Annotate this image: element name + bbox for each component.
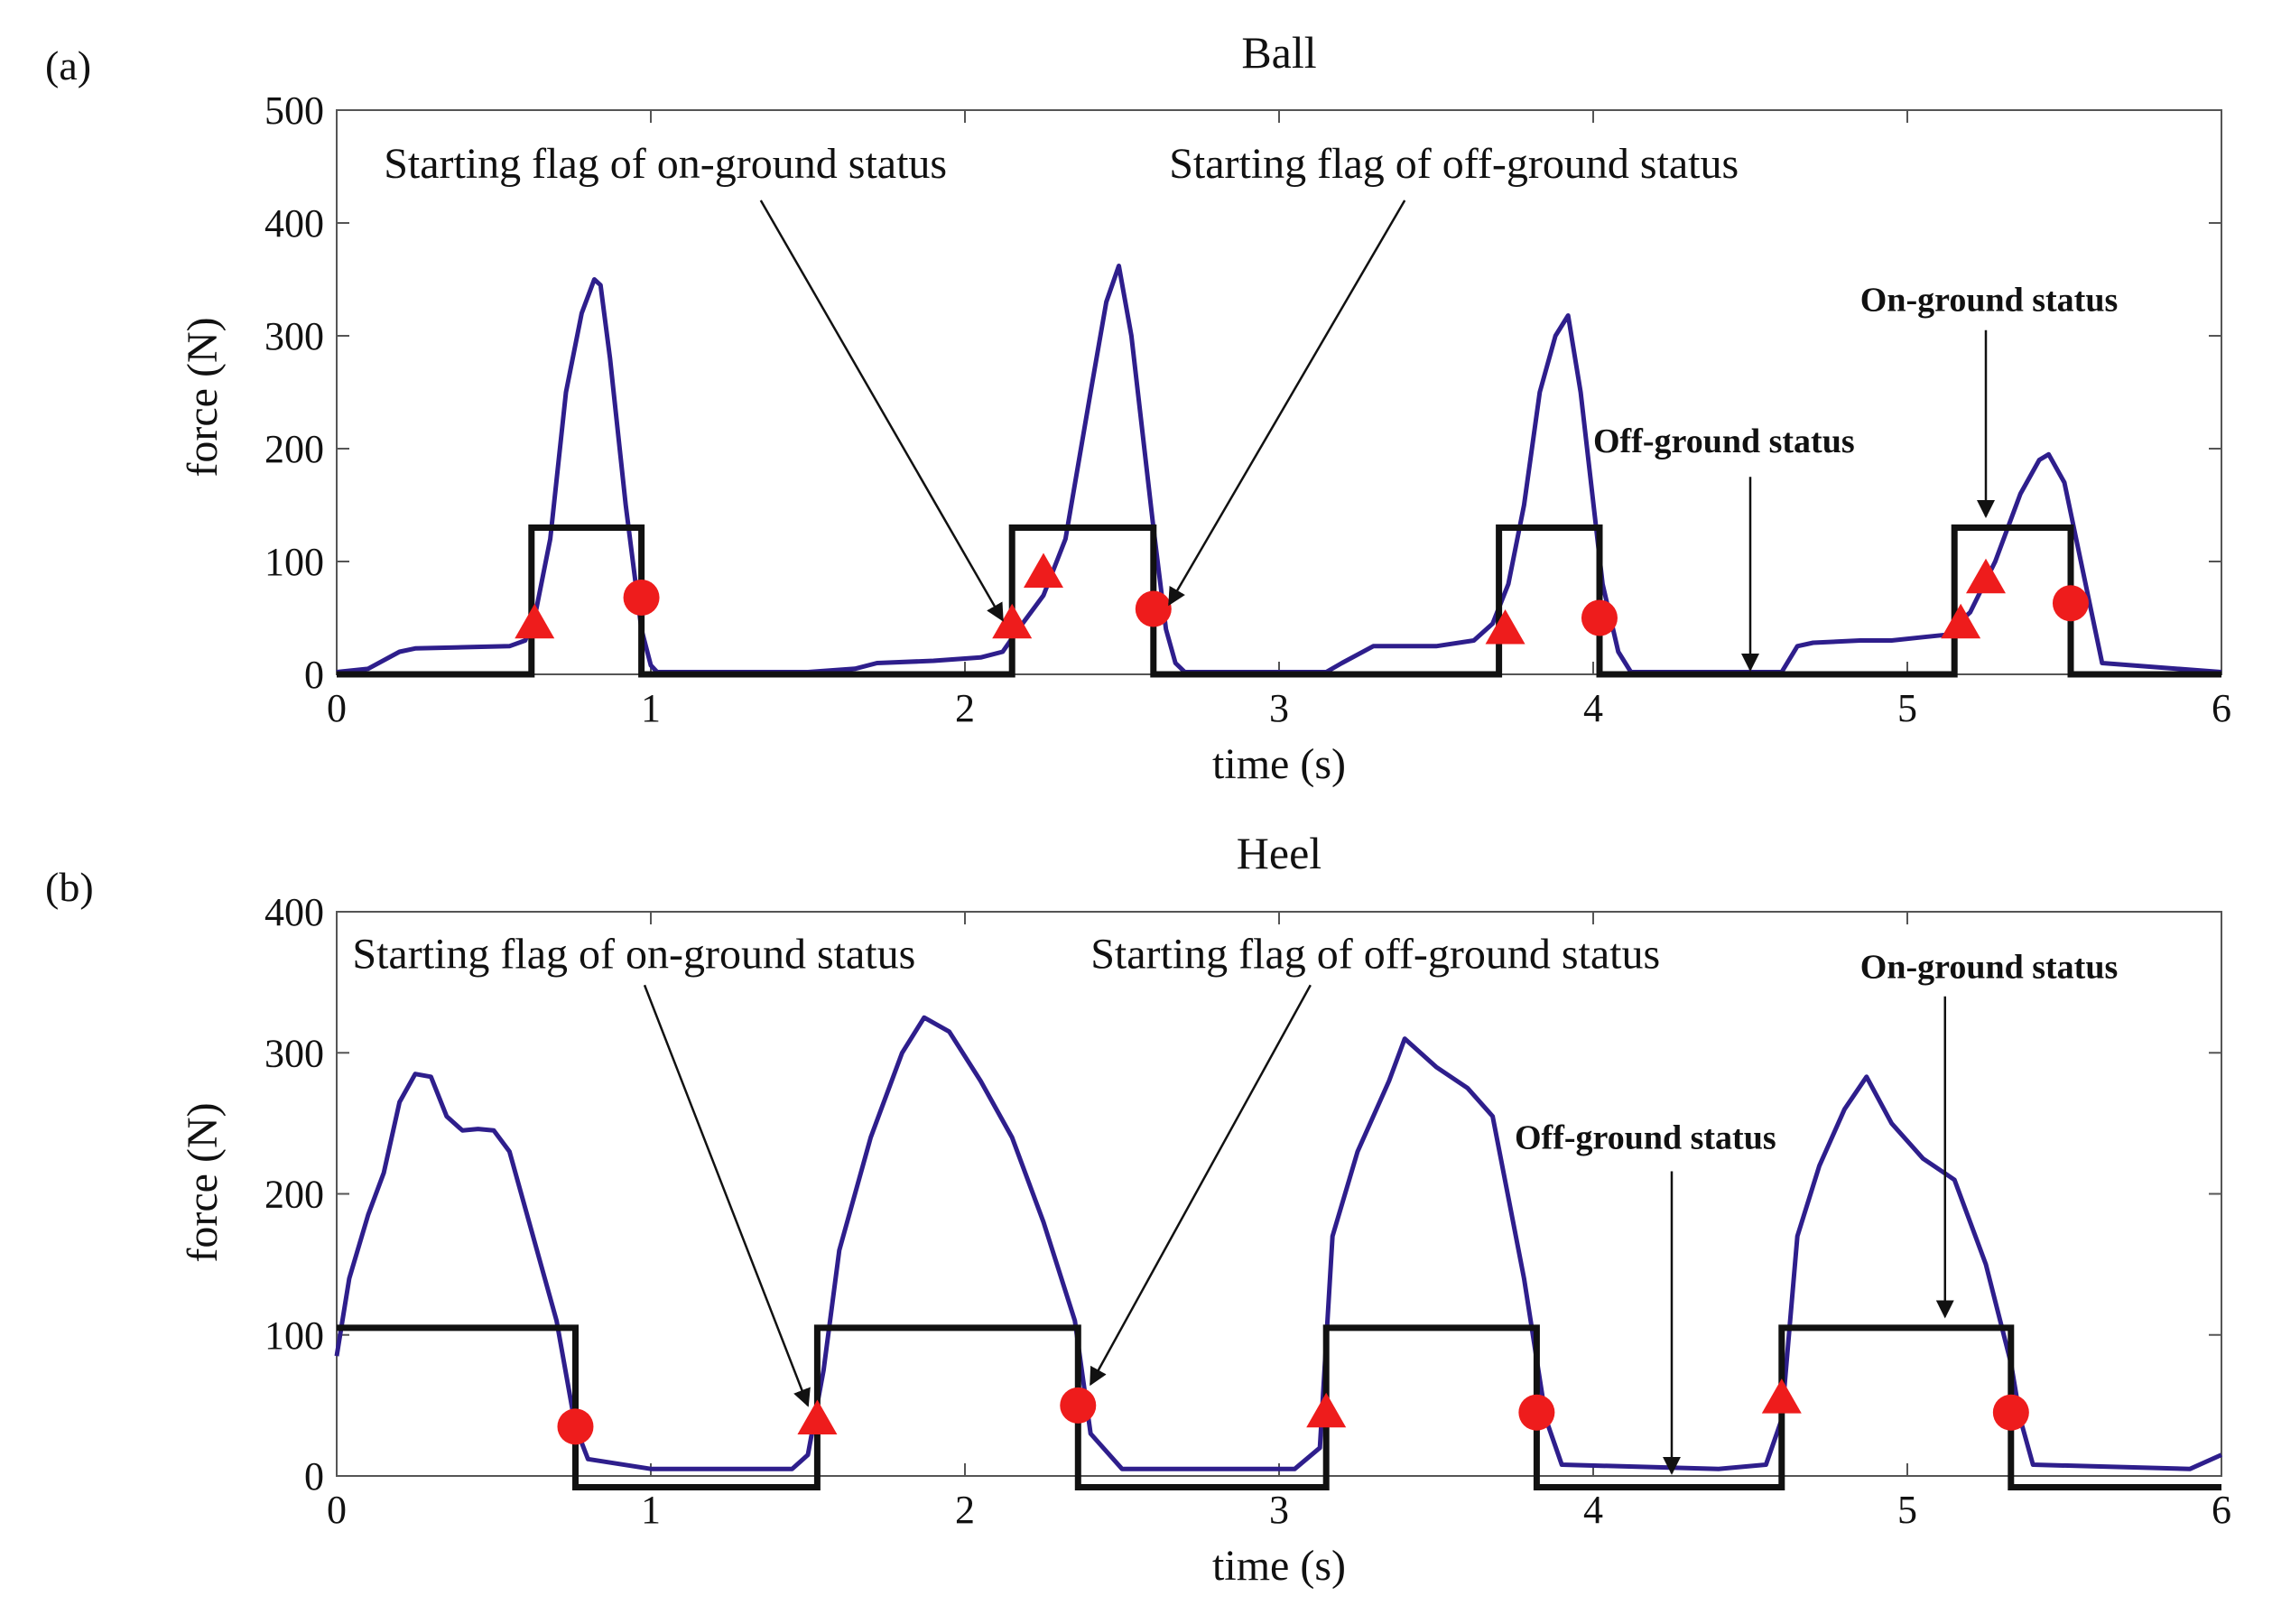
- y-tick-label: 0: [304, 1454, 324, 1499]
- off-ground-flag-circle: [1135, 590, 1172, 627]
- tick-group: 0 1 2 3 4 5 6 0 100 200 300 400 500: [264, 88, 2231, 730]
- x-tick-label: 1: [641, 686, 661, 730]
- off-ground-flag-circle: [623, 580, 660, 616]
- y-tick-label: 200: [264, 427, 324, 471]
- off-ground-flag-circle: [2052, 585, 2089, 622]
- series-force-line: [336, 264, 2222, 674]
- annotation-arrow: [643, 984, 811, 1407]
- off-ground-flag-circle: [1060, 1387, 1097, 1424]
- y-tick-label: 300: [264, 1031, 324, 1075]
- y-axis-label: force (N): [179, 317, 227, 477]
- on-ground-flag-triangle: [797, 1399, 838, 1434]
- y-tick-label: 400: [264, 201, 324, 246]
- annotation-arrow: [759, 200, 1004, 622]
- series-force-line: [334, 1015, 2223, 1471]
- off-ground-flag-circle: [1581, 599, 1618, 636]
- tick-group: 0 1 2 3 4 5 6 0 100 200 300 400: [264, 890, 2231, 1532]
- x-tick-label: 5: [1897, 686, 1917, 730]
- on-ground-flag-triangle: [1966, 558, 2006, 594]
- panel-label: (b): [45, 864, 94, 910]
- annotation-arrow: [1090, 984, 1312, 1387]
- annotation-text: Starting flag of on-ground status: [384, 140, 947, 188]
- x-tick-label: 3: [1269, 686, 1289, 730]
- y-tick-label: 500: [264, 88, 324, 133]
- x-tick-label: 5: [1897, 1488, 1917, 1532]
- annotation-group: Starting flag of on-ground status Startin…: [384, 140, 2118, 672]
- series-group: [334, 1015, 2223, 1490]
- x-axis-label: time (s): [1212, 1542, 1346, 1590]
- x-tick-label: 2: [955, 1488, 975, 1532]
- annotation-text: Starting flag of off-ground status: [1090, 931, 1660, 979]
- x-tick-label: 4: [1583, 686, 1603, 730]
- series-status-line: [337, 524, 2221, 678]
- x-axis-label: time (s): [1212, 740, 1346, 788]
- on-ground-flag-triangle: [1306, 1392, 1347, 1428]
- plot-frame: [336, 109, 2222, 675]
- y-tick-label: 100: [264, 540, 324, 584]
- off-ground-flag-circle: [1518, 1394, 1555, 1431]
- off-ground-flag-circle: [557, 1408, 594, 1445]
- y-tick-label: 100: [264, 1313, 324, 1358]
- panel-heel: (b) Heel time (s) force (N) 0 1 2 3 4 5 6 0 100 2…: [45, 828, 2231, 1590]
- x-tick-label: 2: [955, 686, 975, 730]
- marker-group: [557, 1378, 2029, 1445]
- on-ground-flag-triangle: [1485, 609, 1525, 645]
- marker-group: [515, 552, 2089, 645]
- plot-frame: [336, 911, 2222, 1477]
- annotation-text: Starting flag of on-ground status: [352, 931, 915, 979]
- annotation-text: On-ground status: [1860, 948, 2118, 986]
- y-tick-label: 200: [264, 1173, 324, 1217]
- x-tick-label: 6: [2212, 686, 2231, 730]
- annotation-text: Starting flag of off-ground status: [1169, 140, 1739, 188]
- on-ground-flag-triangle: [1941, 603, 1981, 639]
- annotation-text: Off-ground status: [1593, 422, 1855, 460]
- chart-title: Heel: [1237, 828, 1321, 878]
- x-tick-label: 0: [327, 686, 347, 730]
- annotation-text: On-ground status: [1860, 282, 2118, 320]
- x-tick-label: 0: [327, 1488, 347, 1532]
- off-ground-flag-circle: [1992, 1394, 2029, 1431]
- y-tick-label: 0: [304, 653, 324, 697]
- y-tick-label: 300: [264, 314, 324, 358]
- x-tick-label: 6: [2212, 1488, 2231, 1532]
- x-tick-label: 4: [1583, 1488, 1603, 1532]
- annotation-group: Starting flag of on-ground status Startin…: [352, 931, 2118, 1475]
- on-ground-flag-triangle: [1761, 1378, 1802, 1414]
- panel-label: (a): [45, 42, 91, 88]
- series-group: [336, 264, 2222, 678]
- annotation-arrow: [1168, 200, 1406, 607]
- y-tick-label: 400: [264, 890, 324, 934]
- y-axis-label: force (N): [179, 1102, 227, 1262]
- panel-ball: (a) Ball time (s) force (N) 0 1 2 3 4 5 6 0 100 2…: [45, 27, 2231, 788]
- on-ground-flag-triangle: [1024, 552, 1063, 588]
- on-ground-flag-triangle: [515, 603, 555, 639]
- x-tick-label: 3: [1269, 1488, 1289, 1532]
- annotation-text: Off-ground status: [1515, 1119, 1776, 1157]
- x-tick-label: 1: [641, 1488, 661, 1532]
- chart-title: Ball: [1241, 27, 1316, 78]
- on-ground-flag-triangle: [992, 603, 1033, 639]
